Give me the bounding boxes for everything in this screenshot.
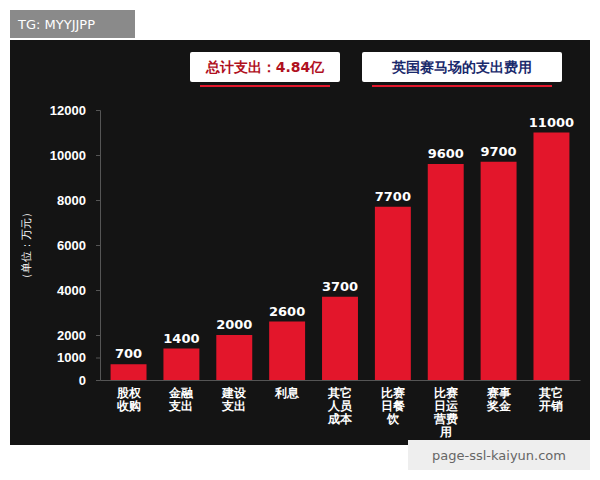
y-tick: 6000	[57, 238, 100, 253]
x-tick: 其它开销	[538, 380, 563, 413]
y-axis-line	[96, 111, 101, 381]
chart: 总计支出：4.84亿 英国赛马场的支出费用 0 1000 2000 4000 6000 800…	[0, 0, 600, 480]
watermark-box	[10, 10, 135, 38]
bar	[111, 364, 147, 380]
y-tick-label: 4000	[57, 283, 86, 298]
x-tick: 建设支出	[221, 380, 247, 413]
data-label: 11000	[529, 115, 574, 130]
title-underline	[200, 85, 330, 87]
x-tick-label: 比赛日运营费用	[433, 386, 459, 440]
bar	[322, 297, 358, 380]
y-tick-label: 2000	[57, 328, 86, 343]
data-labels: 700 1400 2000 2600 3700 7700 9600 9700 11000	[115, 115, 574, 362]
y-tick-label: 6000	[57, 238, 86, 253]
x-tick: 比赛日运营费用	[433, 380, 459, 439]
bars	[111, 133, 570, 381]
y-tick-mark	[96, 380, 100, 381]
x-tick-label: 赛事奖金	[486, 386, 512, 413]
x-tick: 金融支出	[168, 380, 194, 413]
y-axis: 0 1000 2000 4000 6000 8000 10000 12000	[50, 103, 101, 388]
data-label: 700	[115, 346, 142, 361]
y-tick: 4000	[57, 283, 100, 298]
x-tick-label: 利息	[274, 386, 300, 400]
data-label: 2000	[216, 317, 252, 332]
y-tick: 8000	[57, 193, 100, 208]
y-tick-mark	[96, 110, 100, 111]
y-tick-label: 8000	[57, 193, 86, 208]
bar	[216, 335, 252, 380]
data-label: 9700	[480, 144, 516, 159]
y-tick-mark	[96, 335, 100, 336]
title-underline	[372, 85, 552, 87]
y-tick: 2000	[57, 328, 100, 343]
x-tick-label: 比赛日餐饮	[381, 386, 405, 426]
watermark-box	[408, 440, 590, 470]
x-axis: 股权收购金融支出 建设支出 利息 其它人员成本 比赛日餐饮 比赛日运营费用 赛事奖金 其它开销	[101, 380, 581, 439]
bar	[375, 207, 411, 380]
bar	[163, 349, 199, 381]
title-text: 英国赛马场的支出费用	[391, 59, 532, 75]
bar	[428, 164, 464, 380]
x-tick: 股权收购	[116, 380, 142, 413]
title-text: 总计支出：4.84亿	[205, 59, 326, 75]
watermark: page-ssl-kaiyun.com	[432, 448, 566, 463]
y-tick-label: 10000	[50, 148, 86, 163]
y-tick: 0	[79, 373, 100, 388]
y-tick-mark	[96, 290, 100, 291]
title-box	[362, 52, 562, 82]
x-tick: 比赛日餐饮	[381, 380, 405, 426]
y-tick-mark	[96, 155, 100, 156]
y-tick-label: 0	[79, 373, 86, 388]
x-axis-line	[101, 380, 581, 381]
y-tick-mark	[96, 200, 100, 201]
y-tick-label: 1000	[57, 350, 86, 365]
x-tick: 其它人员成本	[327, 380, 353, 426]
watermark: TG: MYYJJPP	[17, 17, 95, 32]
bar	[269, 322, 305, 381]
title-box	[190, 52, 340, 82]
x-tick-label: 建设支出	[221, 386, 247, 413]
data-label: 1400	[163, 331, 199, 346]
y-tick-mark	[96, 358, 100, 359]
bar	[481, 162, 517, 380]
y-axis-title: （单位：万元）	[20, 207, 33, 284]
x-tick: 利息	[274, 380, 300, 400]
y-tick: 12000	[50, 103, 100, 118]
y-tick-label: 12000	[50, 103, 86, 118]
x-tick-label: 其它开销	[538, 386, 563, 413]
data-label: 2600	[269, 304, 305, 319]
x-tick-label: 其它人员成本	[327, 386, 353, 426]
data-label: 9600	[428, 146, 464, 161]
y-tick: 1000	[57, 350, 100, 365]
background-panel	[10, 40, 590, 445]
x-tick-label: 金融支出	[168, 386, 194, 413]
data-label: 7700	[375, 189, 411, 204]
bar	[533, 133, 569, 381]
x-tick: 赛事奖金	[486, 380, 512, 413]
y-tick: 10000	[50, 148, 100, 163]
data-label: 3700	[322, 279, 358, 294]
y-tick-mark	[96, 245, 100, 246]
x-tick-label: 股权收购	[116, 386, 142, 413]
